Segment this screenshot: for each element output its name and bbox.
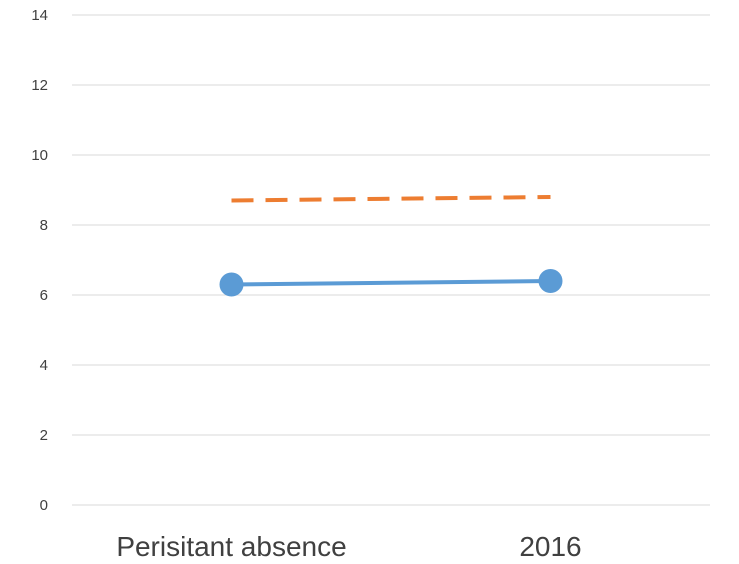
series-1 xyxy=(219,269,563,297)
data-point xyxy=(219,272,244,297)
y-tick-label: 2 xyxy=(40,427,48,444)
y-tick-label: 4 xyxy=(40,357,48,374)
series-line xyxy=(231,279,551,287)
x-category-label: Perisitant absence xyxy=(116,531,346,562)
y-tick-label: 6 xyxy=(40,287,48,304)
data-point xyxy=(538,269,563,293)
gridlines xyxy=(72,14,710,506)
y-tick-label: 10 xyxy=(31,147,48,164)
series-line xyxy=(231,195,551,203)
y-tick-label: 14 xyxy=(31,7,48,24)
x-axis-category-labels: Perisitant absence 2016 xyxy=(116,531,581,562)
y-tick-label: 8 xyxy=(40,217,48,234)
y-axis-tick-labels: 0 2 4 6 8 10 12 14 xyxy=(31,7,48,514)
y-tick-label: 12 xyxy=(31,77,48,94)
series-2 xyxy=(231,195,551,203)
x-category-label: 2016 xyxy=(519,531,581,562)
series-layer xyxy=(219,195,563,297)
y-tick-label: 0 xyxy=(40,497,48,514)
